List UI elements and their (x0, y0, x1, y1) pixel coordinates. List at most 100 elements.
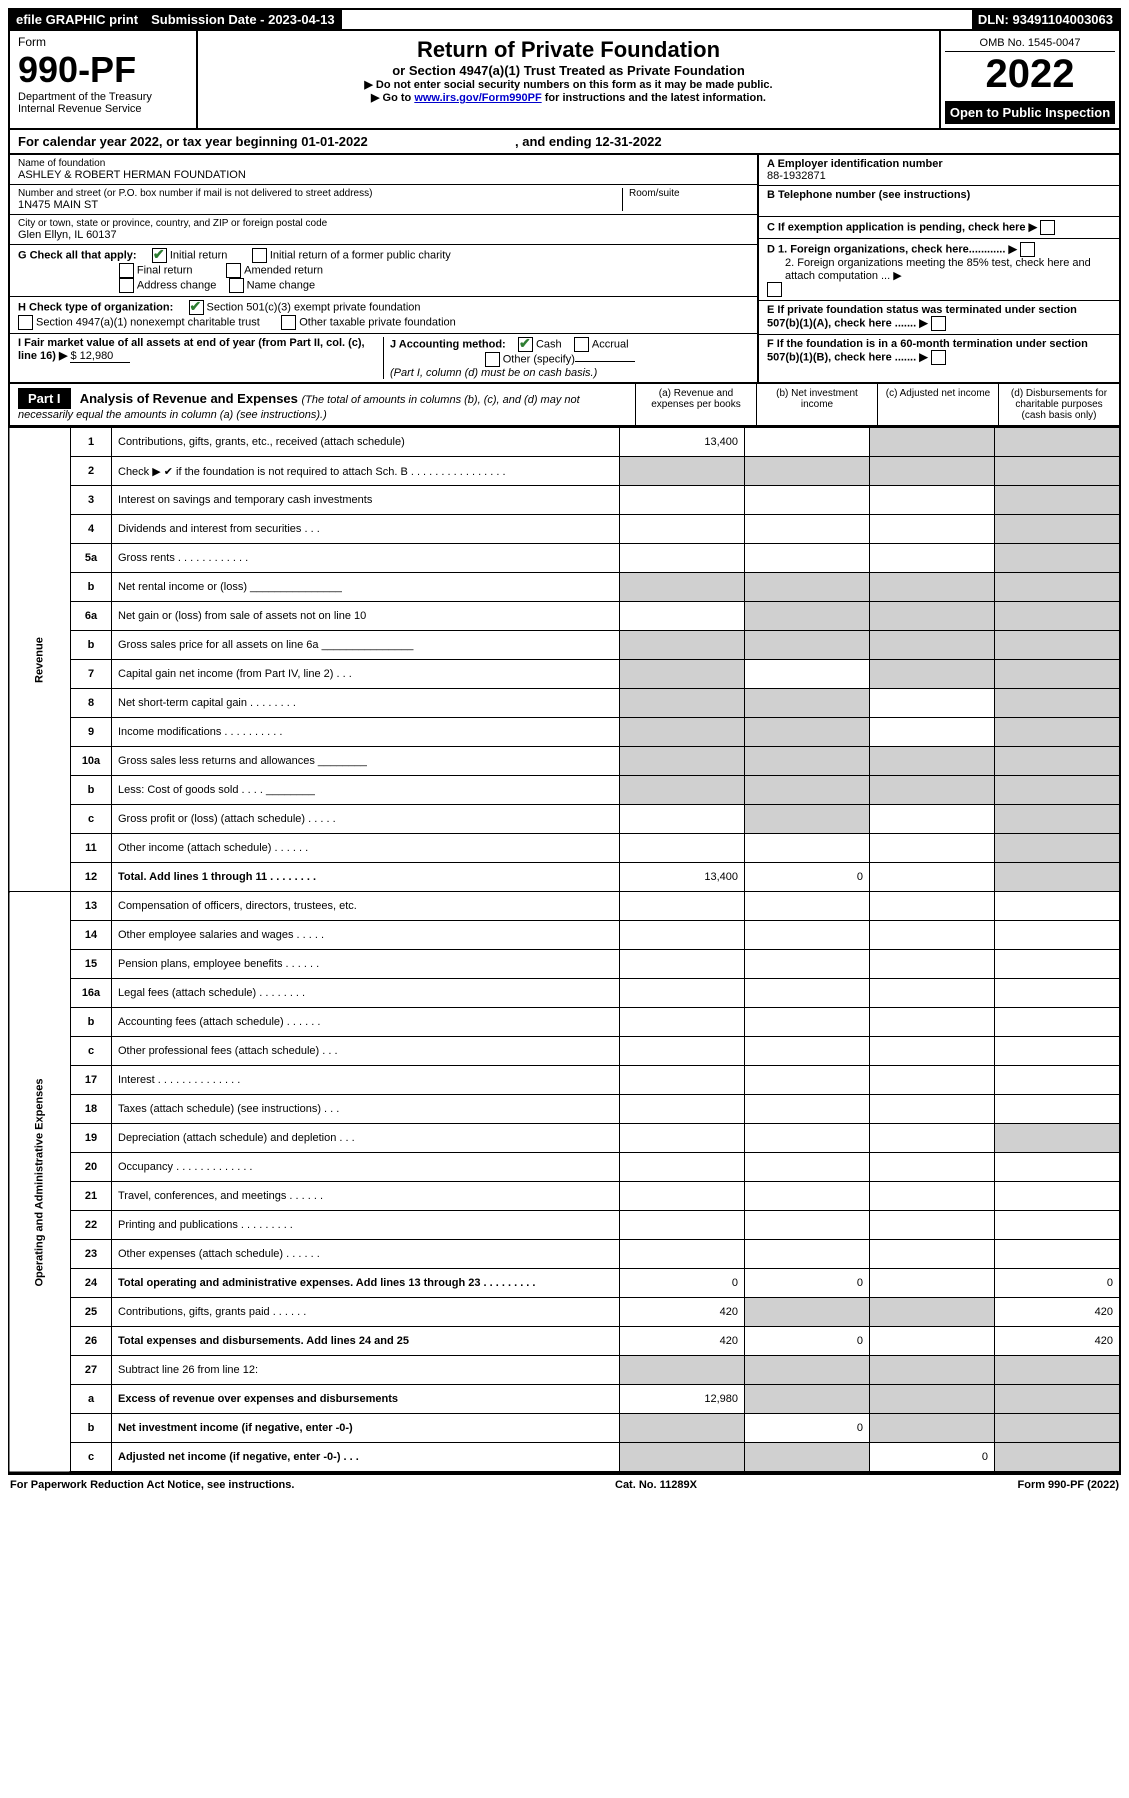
cell (870, 1095, 995, 1124)
irs-link[interactable]: www.irs.gov/Form990PF (414, 92, 541, 104)
checkbox-other-taxable[interactable] (281, 315, 296, 330)
cell (870, 1211, 995, 1240)
irs: Internal Revenue Service (18, 103, 188, 115)
checkbox-f[interactable] (931, 350, 946, 365)
cell (995, 660, 1121, 689)
line-desc: Net gain or (loss) from sale of assets n… (112, 602, 620, 631)
table-row: bNet rental income or (loss) ___________… (9, 573, 1120, 602)
cell (870, 573, 995, 602)
cell (995, 1182, 1121, 1211)
line-desc: Interest on savings and temporary cash i… (112, 486, 620, 515)
table-row: 7Capital gain net income (from Part IV, … (9, 660, 1120, 689)
title-block: Return of Private Foundation or Section … (198, 31, 939, 128)
checkbox-cash[interactable] (518, 337, 533, 352)
cell (745, 1356, 870, 1385)
line-desc: Total. Add lines 1 through 11 . . . . . … (112, 863, 620, 892)
cell (745, 515, 870, 544)
cell (620, 834, 745, 863)
cell (995, 1008, 1121, 1037)
line-desc: Total expenses and disbursements. Add li… (112, 1327, 620, 1356)
cell (620, 689, 745, 718)
header-bar: efile GRAPHIC print Submission Date - 20… (8, 8, 1121, 31)
cell (620, 1211, 745, 1240)
form-title: Return of Private Foundation (210, 37, 927, 63)
line-desc: Other professional fees (attach schedule… (112, 1037, 620, 1066)
line-desc: Contributions, gifts, grants, etc., rece… (112, 428, 620, 457)
cell (745, 834, 870, 863)
line-desc: Subtract line 26 from line 12: (112, 1356, 620, 1385)
checkbox-c[interactable] (1040, 220, 1055, 235)
cell (870, 1385, 995, 1414)
table-row: Operating and Administrative Expenses13C… (9, 892, 1120, 921)
cell (870, 486, 995, 515)
cell (620, 1037, 745, 1066)
cell (995, 1211, 1121, 1240)
checkbox-4947[interactable] (18, 315, 33, 330)
cell (620, 979, 745, 1008)
cell (745, 689, 870, 718)
checkbox-accrual[interactable] (574, 337, 589, 352)
cell (620, 1443, 745, 1473)
form-header: Form 990-PF Department of the Treasury I… (8, 31, 1121, 130)
cell: 0 (870, 1443, 995, 1473)
line-no: 24 (71, 1269, 112, 1298)
checkbox-d2[interactable] (767, 282, 782, 297)
checkbox-name-change[interactable] (229, 278, 244, 293)
table-row: Revenue1Contributions, gifts, grants, et… (9, 428, 1120, 457)
table-row: 5aGross rents . . . . . . . . . . . . (9, 544, 1120, 573)
cell (870, 921, 995, 950)
checkbox-final[interactable] (119, 263, 134, 278)
cell (745, 1037, 870, 1066)
line-desc: Occupancy . . . . . . . . . . . . . (112, 1153, 620, 1182)
checkbox-e[interactable] (931, 316, 946, 331)
cell (870, 1124, 995, 1153)
cell (745, 1066, 870, 1095)
cell (995, 689, 1121, 718)
cell (745, 950, 870, 979)
line-desc: Other income (attach schedule) . . . . .… (112, 834, 620, 863)
line-no: 10a (71, 747, 112, 776)
table-row: 12Total. Add lines 1 through 11 . . . . … (9, 863, 1120, 892)
cell: 0 (745, 1327, 870, 1356)
cell (620, 486, 745, 515)
line-desc: Less: Cost of goods sold . . . . _______… (112, 776, 620, 805)
line-no: 17 (71, 1066, 112, 1095)
checkbox-initial[interactable] (152, 248, 167, 263)
cell: 0 (745, 1414, 870, 1443)
line-no: 6a (71, 602, 112, 631)
checkbox-d1[interactable] (1020, 242, 1035, 257)
line-no: 4 (71, 515, 112, 544)
line-desc: Other employee salaries and wages . . . … (112, 921, 620, 950)
cell (870, 515, 995, 544)
cell (745, 921, 870, 950)
checkbox-initial-former[interactable] (252, 248, 267, 263)
section-c: C If exemption application is pending, c… (759, 217, 1119, 239)
cell (620, 1240, 745, 1269)
section-ij: I Fair market value of all assets at end… (10, 334, 757, 382)
checkbox-addr-change[interactable] (119, 278, 134, 293)
table-row: 4Dividends and interest from securities … (9, 515, 1120, 544)
cell (620, 1066, 745, 1095)
footer-right: Form 990-PF (2022) (1018, 1479, 1119, 1491)
form-id-block: Form 990-PF Department of the Treasury I… (10, 31, 198, 128)
line-desc: Legal fees (attach schedule) . . . . . .… (112, 979, 620, 1008)
cell (870, 1269, 995, 1298)
line-no: c (71, 1037, 112, 1066)
table-row: cAdjusted net income (if negative, enter… (9, 1443, 1120, 1473)
cell (745, 718, 870, 747)
cell (995, 1240, 1121, 1269)
table-row: 9Income modifications . . . . . . . . . … (9, 718, 1120, 747)
line-no: b (71, 1414, 112, 1443)
cell: 420 (620, 1298, 745, 1327)
line-no: 25 (71, 1298, 112, 1327)
checkbox-501c3[interactable] (189, 300, 204, 315)
cell (995, 979, 1121, 1008)
col-b-head: (b) Net investment income (756, 384, 877, 425)
part1-header-row: Part I Analysis of Revenue and Expenses … (8, 384, 1121, 427)
line-no: 1 (71, 428, 112, 457)
checkbox-amended[interactable] (226, 263, 241, 278)
table-row: 15Pension plans, employee benefits . . .… (9, 950, 1120, 979)
checkbox-other-method[interactable] (485, 352, 500, 367)
table-row: 6aNet gain or (loss) from sale of assets… (9, 602, 1120, 631)
line-no: 5a (71, 544, 112, 573)
